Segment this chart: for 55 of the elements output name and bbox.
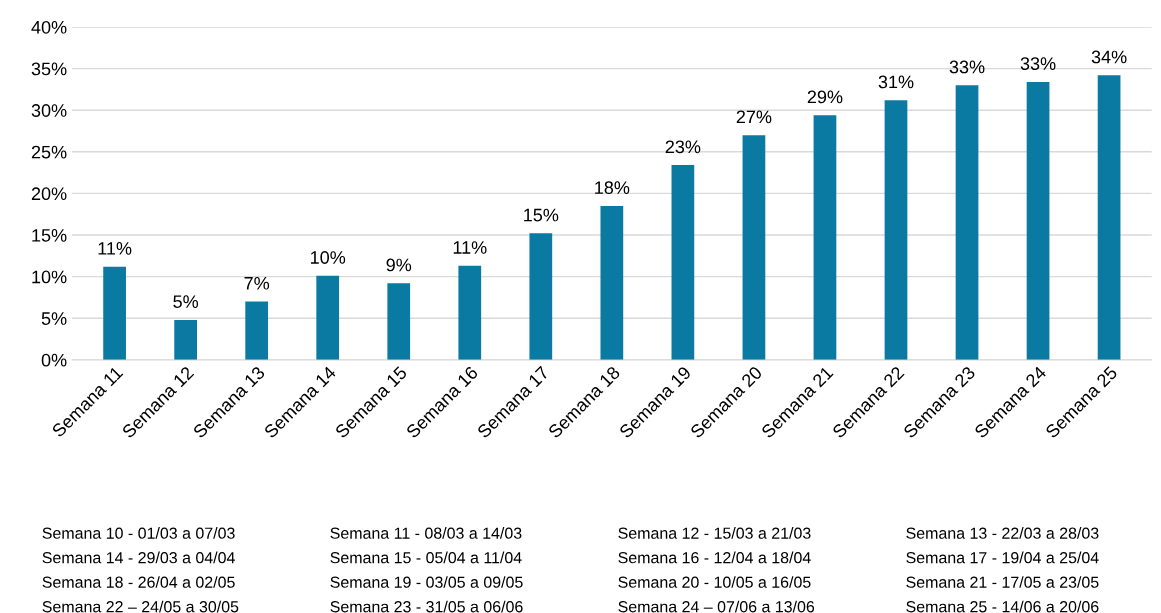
y-tick-label: 5% [41, 312, 67, 325]
data-label: 23% [665, 140, 701, 154]
bar [955, 85, 979, 360]
bar [1097, 75, 1121, 360]
text: Semana 19 - 03/05 a 09/05 [330, 576, 523, 588]
y-tick-label: 35% [31, 62, 67, 76]
text: Semana 12 - 15/03 a 21/03 [618, 527, 811, 539]
y-tick-label: 15% [32, 229, 67, 242]
text: Semana 24 – 07/06 a 13/06 [618, 600, 815, 613]
text: Semana 14 - 29/03 a 04/04 [42, 551, 235, 564]
bar [245, 301, 269, 360]
bar [458, 265, 482, 360]
text: Semana 16 - 12/04 a 18/04 [618, 551, 811, 564]
data-label: 33% [949, 60, 985, 74]
y-tick-label: 25% [31, 145, 67, 159]
bar [1026, 81, 1050, 360]
data-label: 34% [1091, 50, 1127, 64]
text: Semana 23 - 31/05 a 06/06 [330, 600, 523, 613]
text: Semana 20 - 10/05 a 16/05 [618, 576, 811, 588]
text: Semana 17 - 19/04 a 25/04 [906, 551, 1099, 564]
text: Semana 18 - 26/04 a 02/05 [42, 576, 235, 588]
data-label: 11% [98, 242, 132, 255]
text: Semana 22 – 24/05 a 30/05 [42, 600, 239, 613]
data-label: 15% [524, 208, 559, 222]
data-label: 11% [453, 241, 487, 254]
data-label: 18% [595, 181, 630, 194]
bar [600, 205, 624, 360]
bar [316, 275, 340, 360]
y-tick-label: 40% [31, 20, 67, 34]
data-label: 9% [386, 258, 412, 272]
bar [387, 283, 411, 360]
text: Semana 15 - 05/04 a 11/04 [330, 551, 522, 564]
bar [884, 100, 908, 360]
y-tick-label: 20% [31, 187, 67, 201]
data-label: 5% [173, 295, 199, 308]
bar [671, 165, 695, 360]
bar [813, 115, 837, 360]
data-label: 29% [807, 90, 843, 104]
y-tick-label: 30% [31, 104, 67, 117]
bar [529, 233, 553, 360]
text: Semana 13 - 22/03 a 28/03 [906, 527, 1099, 539]
text: Semana 11 - 08/03 a 14/03 [330, 527, 522, 539]
data-label: 10% [311, 251, 346, 264]
y-tick-label: 10% [32, 270, 67, 284]
text: Semana 21 - 17/05 a 23/05 [906, 576, 1099, 588]
bar [103, 266, 126, 360]
data-label: 33% [1020, 57, 1056, 70]
data-label: 27% [736, 110, 772, 124]
data-label: 7% [244, 276, 270, 290]
bar [742, 135, 766, 360]
y-tick-label: 0% [41, 353, 67, 367]
text: Semana 25 - 14/06 a 20/06 [906, 600, 1099, 613]
bar [174, 319, 197, 360]
data-label: 31% [878, 75, 914, 89]
text: Semana 10 - 01/03 a 07/03 [42, 527, 235, 539]
